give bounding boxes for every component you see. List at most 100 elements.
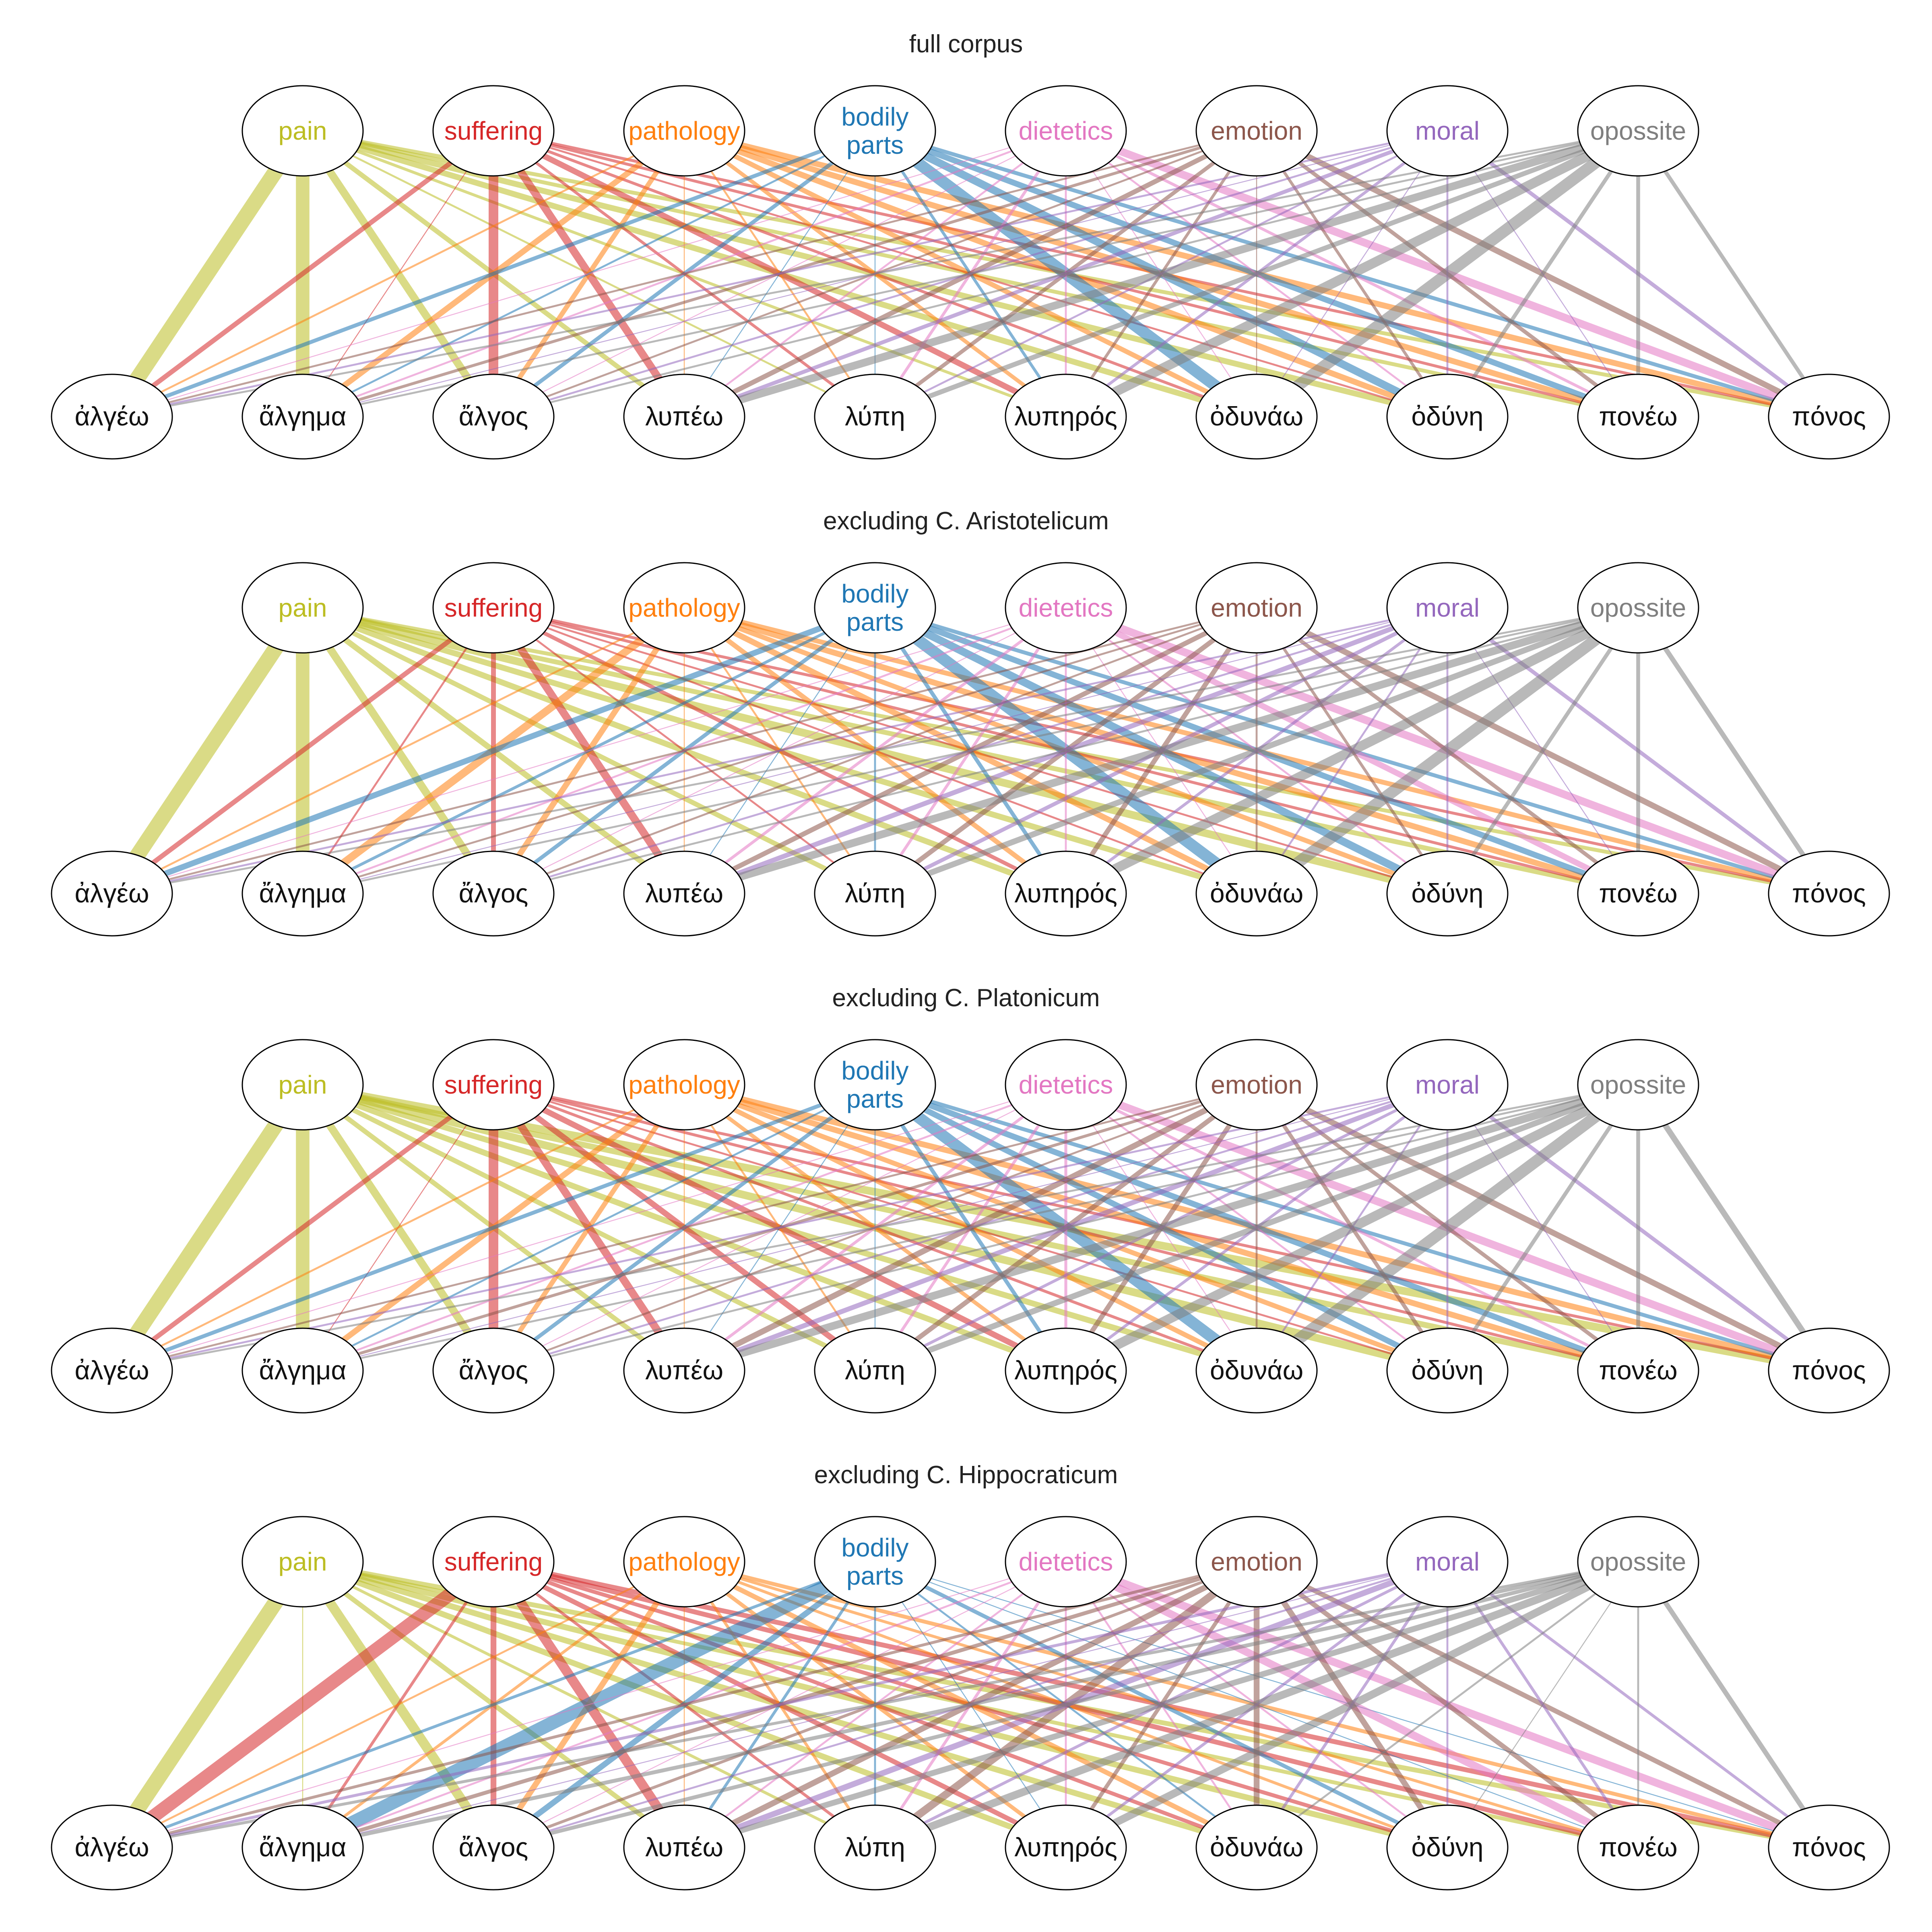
- edge-suffering-1: [110, 606, 495, 896]
- word-label: ἄλγημα: [259, 878, 346, 908]
- edge-bodily-parts-1: [111, 1560, 876, 1849]
- edge-emotion-1: [111, 607, 1257, 895]
- edge-pain-1: [105, 126, 309, 421]
- category-node-pathology: pathology: [623, 1039, 745, 1131]
- panel-2: excluding C. Platonicum pain suffering path…: [51, 984, 1890, 1414]
- category-label: dietetics: [1019, 116, 1113, 145]
- category-ellipse: [1386, 562, 1509, 654]
- category-label: pathology: [628, 593, 740, 622]
- category-node-pain: pain: [242, 562, 364, 654]
- category-ellipse: [432, 562, 555, 654]
- word-ellipse: [623, 850, 745, 937]
- category-label: pain: [279, 116, 327, 145]
- category-label: moral: [1415, 1547, 1480, 1576]
- word-label: πονέω: [1599, 401, 1677, 431]
- edge-opossite-4: [683, 604, 1639, 898]
- category-label: suffering: [444, 116, 543, 145]
- panel-0: full corpus pain suffering pathology bodilyp…: [51, 30, 1890, 460]
- edge-opossite-3: [493, 607, 1639, 895]
- panel-title: excluding C. Platonicum: [832, 984, 1100, 1012]
- edge-opossite-5: [874, 605, 1639, 896]
- category-ellipse: [242, 85, 364, 177]
- edge-opossite-8: [1446, 607, 1640, 895]
- category-ellipse: [1577, 562, 1699, 654]
- word-node-2: ἄλγημα: [242, 1804, 364, 1891]
- edge-dietetics-1: [111, 1084, 1066, 1371]
- edge-opossite-8: [1446, 130, 1640, 418]
- word-label: ὀδύνη: [1411, 401, 1483, 431]
- edge-pain-1: [105, 603, 309, 898]
- edge-opossite-6: [1063, 126, 1641, 421]
- word-ellipse: [1005, 850, 1127, 937]
- category-node-pain: pain: [242, 1039, 364, 1131]
- word-node-1: ἀλγέω: [51, 850, 173, 937]
- category-label: pathology: [628, 1070, 740, 1099]
- edge-opossite-2: [302, 130, 1639, 418]
- word-ellipse: [1195, 850, 1318, 937]
- word-label: λύπη: [845, 878, 905, 908]
- category-ellipse: [814, 1039, 936, 1131]
- edges: [105, 1080, 1831, 1375]
- category-node-pathology: pathology: [623, 1516, 745, 1608]
- edge-opossite-7: [1256, 1561, 1639, 1848]
- category-node-emotion: emotion: [1195, 1039, 1318, 1131]
- edge-opossite-10: [1636, 606, 1831, 895]
- word-node-9: πονέω: [1577, 850, 1699, 937]
- edge-emotion-1: [111, 1560, 1257, 1849]
- edge-emotion-1: [111, 1084, 1257, 1372]
- word-ellipse: [1005, 374, 1127, 460]
- edge-opossite-10: [1637, 130, 1831, 418]
- word-node-7: ὀδυνάω: [1195, 1327, 1318, 1414]
- word-ellipse: [1386, 850, 1509, 937]
- category-label: suffering: [444, 1547, 543, 1576]
- category-ellipse: [1005, 562, 1127, 654]
- category-node-moral: moral: [1386, 562, 1509, 654]
- word-ellipse: [51, 850, 173, 937]
- edge-dietetics-1: [111, 1561, 1066, 1848]
- word-node-8: ὀδύνη: [1386, 374, 1509, 460]
- word-ellipse: [623, 374, 745, 460]
- word-ellipse: [1577, 1804, 1699, 1891]
- category-node-dietetics: dietetics: [1005, 562, 1127, 654]
- category-node-opossite: opossite: [1577, 1039, 1699, 1131]
- word-node-4: λυπέω: [623, 374, 745, 460]
- word-ellipse: [1577, 1327, 1699, 1414]
- category-ellipse: [623, 562, 745, 654]
- word-node-6: λυπηρός: [1005, 374, 1127, 460]
- edge-opossite-5: [874, 1082, 1639, 1373]
- word-label: ἄλγημα: [259, 1355, 346, 1385]
- edge-moral-1: [111, 1084, 1448, 1372]
- category-label: parts: [846, 1084, 904, 1113]
- edge-opossite-10: [1636, 1560, 1831, 1849]
- panel-1: excluding C. Aristotelicum pain suffering p…: [51, 507, 1890, 937]
- word-node-1: ἀλγέω: [51, 1804, 173, 1891]
- word-node-8: ὀδύνη: [1386, 1327, 1509, 1414]
- word-ellipse: [242, 1804, 364, 1891]
- word-node-7: ὀδυνάω: [1195, 1804, 1318, 1891]
- category-ellipse: [242, 562, 364, 654]
- edge-opossite-10: [1636, 1083, 1831, 1372]
- category-label: opossite: [1590, 593, 1686, 622]
- edge-moral-1: [111, 607, 1448, 895]
- word-node-3: ἄλγος: [432, 850, 555, 937]
- category-ellipse: [1577, 85, 1699, 177]
- word-ellipse: [1005, 1327, 1127, 1414]
- category-label: dietetics: [1019, 1547, 1113, 1576]
- edge-opossite-4: [683, 1559, 1639, 1850]
- category-node-opossite: opossite: [1577, 85, 1699, 177]
- category-node-moral: moral: [1386, 85, 1509, 177]
- edge-moral-1: [111, 130, 1448, 418]
- category-label: emotion: [1211, 1547, 1302, 1576]
- category-ellipse: [1195, 562, 1318, 654]
- word-ellipse: [623, 1327, 745, 1414]
- category-node-opossite: opossite: [1577, 562, 1699, 654]
- category-ellipse: [1195, 1516, 1318, 1608]
- category-label: pain: [279, 593, 327, 622]
- category-label: dietetics: [1019, 593, 1113, 622]
- category-node-pain: pain: [242, 1516, 364, 1608]
- word-ellipse: [432, 1804, 555, 1891]
- edge-opossite-5: [873, 1558, 1640, 1851]
- edge-opossite-7: [1253, 126, 1642, 421]
- word-label: λυπέω: [645, 401, 723, 431]
